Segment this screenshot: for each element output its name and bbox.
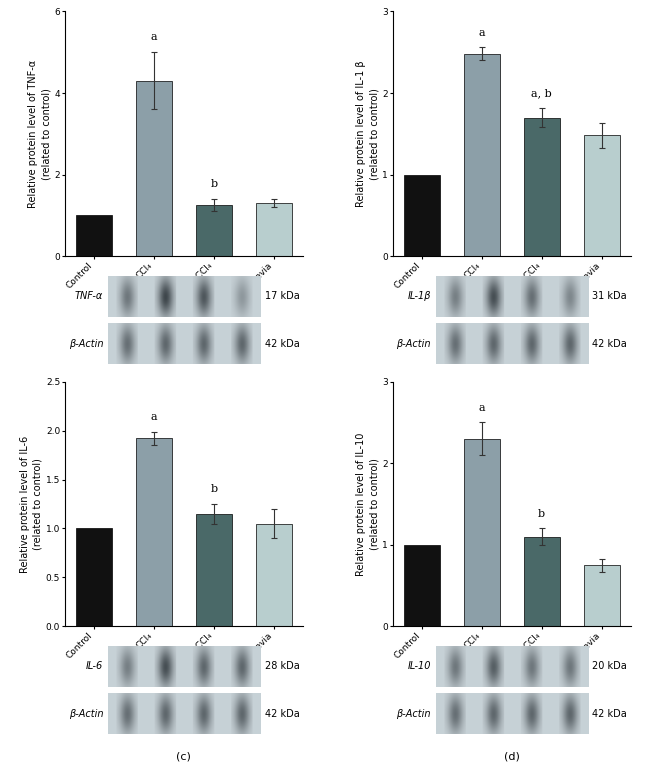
Text: (c): (c) <box>176 751 191 761</box>
Bar <box>196 205 232 256</box>
Bar <box>584 565 619 626</box>
Text: b: b <box>210 484 217 495</box>
Text: a: a <box>151 33 157 43</box>
Text: IL-1β: IL-1β <box>408 291 431 301</box>
Text: b: b <box>210 179 217 189</box>
Bar <box>256 203 292 256</box>
Text: a, b: a, b <box>531 88 552 98</box>
Bar <box>136 438 172 626</box>
Bar <box>463 439 500 626</box>
Text: β-Actin: β-Actin <box>396 709 431 719</box>
Text: 42 kDa: 42 kDa <box>593 709 627 719</box>
Y-axis label: Relative protein level of IL-10
(related to control): Relative protein level of IL-10 (related… <box>356 432 380 576</box>
Text: 17 kDa: 17 kDa <box>265 291 300 301</box>
Text: (b): (b) <box>504 382 519 392</box>
Text: β-Actin: β-Actin <box>68 338 103 349</box>
Text: 42 kDa: 42 kDa <box>593 338 627 349</box>
Bar <box>463 54 500 256</box>
Text: 31 kDa: 31 kDa <box>593 291 627 301</box>
Bar <box>524 117 560 256</box>
Text: IL-6: IL-6 <box>86 661 103 671</box>
Bar <box>196 514 232 626</box>
Text: β-Actin: β-Actin <box>396 338 431 349</box>
Text: (a): (a) <box>176 382 192 392</box>
Y-axis label: Relative protein level of IL-6
(related to control): Relative protein level of IL-6 (related … <box>20 435 43 572</box>
Y-axis label: Relative protein level of TNF-α
(related to control): Relative protein level of TNF-α (related… <box>29 59 51 208</box>
Bar <box>136 81 172 256</box>
Text: 28 kDa: 28 kDa <box>265 661 300 671</box>
Text: 20 kDa: 20 kDa <box>593 661 627 671</box>
Text: a: a <box>151 411 157 421</box>
Text: 42 kDa: 42 kDa <box>265 709 300 719</box>
Text: 42 kDa: 42 kDa <box>265 338 300 349</box>
Bar <box>404 545 439 626</box>
Y-axis label: Relative protein level of IL-1 β
(related to control): Relative protein level of IL-1 β (relate… <box>356 60 380 207</box>
Bar <box>524 536 560 626</box>
Text: b: b <box>538 509 545 519</box>
Bar <box>404 174 439 256</box>
Bar <box>76 216 112 256</box>
Text: β-Actin: β-Actin <box>68 709 103 719</box>
Text: a: a <box>478 402 485 412</box>
Text: IL-10: IL-10 <box>408 661 431 671</box>
Bar <box>256 523 292 626</box>
Bar <box>76 529 112 626</box>
Bar <box>584 136 619 256</box>
Text: TNF-α: TNF-α <box>75 291 103 301</box>
Text: (d): (d) <box>504 751 519 761</box>
Text: a: a <box>478 27 485 37</box>
